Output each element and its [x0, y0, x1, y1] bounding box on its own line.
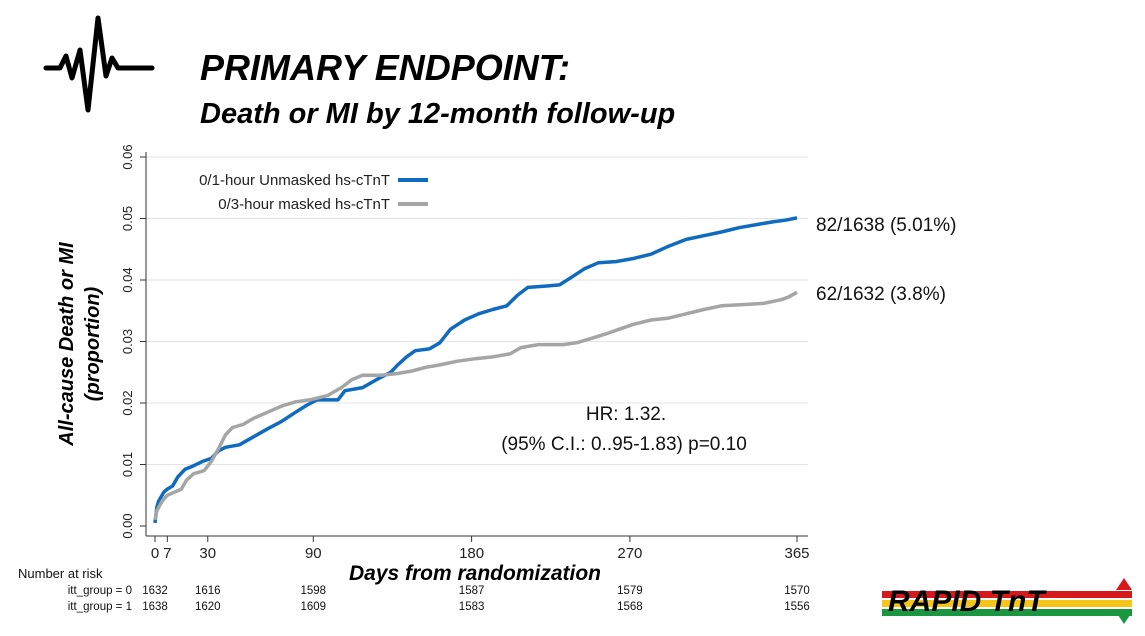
- end-label-series-0: 82/1638 (5.01%): [816, 215, 957, 236]
- risk-values: 1632 1616 1598 1587 1579 1570 1638 1620 1609 1583…: [142, 585, 810, 613]
- x-tick-label-2: 30: [199, 545, 216, 562]
- risk-row-label-1: itt_group = 1: [68, 601, 132, 613]
- y-tick-label-5: 0.05: [120, 206, 135, 231]
- y-tick-label-3: 0.03: [120, 329, 135, 354]
- hr-annotation-line2: (95% C.I.: 0..95-1.83) p=0.10: [501, 434, 747, 455]
- risk-value-1-1: 1620: [195, 601, 221, 613]
- grid-lines: [146, 156, 808, 465]
- end-label-series-1: 62/1632 (3.8%): [816, 284, 946, 305]
- page-subtitle: Death or MI by 12-month follow-up: [200, 98, 675, 130]
- risk-value-1-4: 1568: [617, 601, 643, 613]
- risk-value-1-5: 1556: [784, 601, 810, 613]
- heartbeat-icon: [43, 15, 155, 113]
- series-line-1: [153, 290, 798, 521]
- series-line-0: [153, 216, 798, 524]
- rapid-tnt-logo: RAPID TnT: [882, 578, 1132, 624]
- y-ticks: 0.00 0.01 0.02 0.03 0.04 0.05 0.06: [120, 144, 146, 539]
- legend-label-series-1: 0/3-hour masked hs-cTnT: [218, 196, 390, 213]
- risk-value-0-3: 1587: [459, 585, 485, 597]
- y-tick-label-0: 0.00: [120, 513, 135, 538]
- hr-annotation-line1: HR: 1.32.: [586, 404, 666, 425]
- legend-label-series-0: 0/1-hour Unmasked hs-cTnT: [199, 172, 390, 189]
- y-axis-label: All-cause Death or MI (proportion): [56, 242, 104, 447]
- risk-row-label-0: itt_group = 0: [68, 585, 132, 597]
- x-tick-label-1: 7: [163, 545, 171, 562]
- risk-value-1-0: 1638: [142, 601, 168, 613]
- legend: 0/1-hour Unmasked hs-cTnT 0/3-hour maske…: [199, 172, 428, 213]
- logo-text: RAPID TnT: [888, 585, 1047, 618]
- risk-value-0-1: 1616: [195, 585, 221, 597]
- y-tick-label-6: 0.06: [120, 144, 135, 169]
- x-axis-label: Days from randomization: [349, 562, 601, 585]
- x-tick-label-5: 270: [617, 545, 642, 562]
- x-tick-label-0: 0: [151, 545, 159, 562]
- x-tick-label-6: 365: [784, 545, 809, 562]
- y-tick-label-4: 0.04: [120, 267, 135, 292]
- risk-table-header: Number at risk: [18, 566, 103, 581]
- x-tick-label-3: 90: [305, 545, 322, 562]
- risk-value-0-5: 1570: [784, 585, 810, 597]
- page-title: PRIMARY ENDPOINT:: [200, 47, 570, 88]
- series-lines: [153, 216, 798, 524]
- risk-value-0-4: 1579: [617, 585, 643, 597]
- y-axis-label-line2: (proportion): [82, 286, 104, 401]
- x-ticks: 0 7 30 90 180 270 365: [151, 536, 810, 562]
- risk-value-0-0: 1632: [142, 585, 168, 597]
- risk-value-0-2: 1598: [301, 585, 327, 597]
- x-tick-label-4: 180: [459, 545, 484, 562]
- risk-table: Number at risk itt_group = 0 itt_group =…: [18, 566, 810, 613]
- plot-area: 0.00 0.01 0.02 0.03 0.04 0.05 0.06 0 7 30 90 180 27…: [120, 144, 810, 562]
- y-tick-label-2: 0.02: [120, 390, 135, 415]
- y-tick-label-1: 0.01: [120, 452, 135, 477]
- y-axis-label-line1: All-cause Death or MI: [56, 242, 78, 447]
- risk-value-1-3: 1583: [459, 601, 485, 613]
- risk-value-1-2: 1609: [301, 601, 327, 613]
